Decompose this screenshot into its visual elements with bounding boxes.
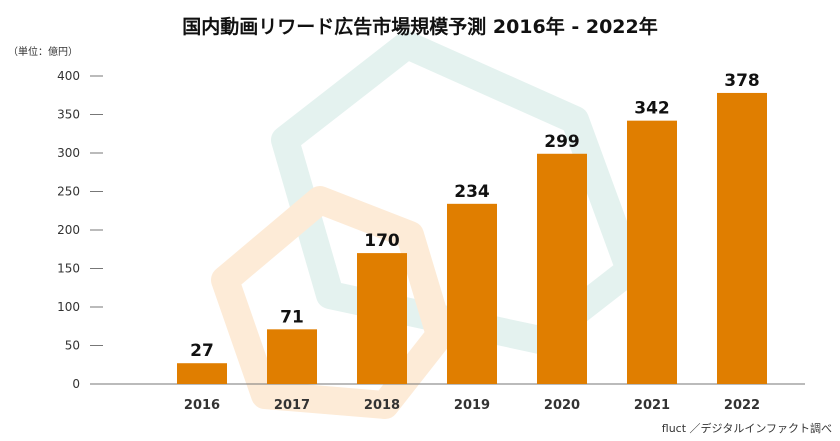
y-axis: 0 50 100 150 200 250 300 350 400 (57, 69, 103, 391)
data-label-2021: 342 (634, 99, 670, 119)
chart-title: 国内動画リワード広告市場規模予測 2016年 - 2022年 (182, 15, 658, 38)
y-tick-label: 250 (57, 185, 80, 199)
y-tick-label: 50 (65, 339, 80, 353)
data-label-2022: 378 (724, 71, 760, 91)
bar-2018 (357, 253, 407, 384)
x-tick-label-2018: 2018 (364, 398, 400, 413)
bar-2016 (177, 363, 227, 384)
x-tick-label-2016: 2016 (184, 398, 220, 413)
bar-2021 (627, 120, 677, 384)
y-tick-label: 400 (57, 69, 80, 83)
bar-2022 (717, 92, 767, 384)
y-tick-label: 100 (57, 300, 80, 314)
data-label-2020: 299 (544, 132, 580, 152)
x-tick-label-2019: 2019 (454, 398, 490, 413)
x-tick-label-2017: 2017 (274, 398, 310, 413)
y-tick-label: 150 (57, 262, 80, 276)
source-note: fluct ／デジタルインファクト調べ (662, 421, 832, 435)
bar-2020 (537, 153, 587, 384)
x-tick-label-2020: 2020 (544, 398, 580, 413)
y-tick-label: 300 (57, 146, 80, 160)
x-tick-label-2021: 2021 (634, 398, 670, 413)
data-label-2018: 170 (364, 231, 400, 251)
bar-2017 (267, 329, 317, 384)
watermark-hexagon-peach (211, 186, 454, 419)
x-tick-label-2022: 2022 (724, 398, 760, 413)
data-label-2017: 71 (280, 307, 304, 327)
bar-2019 (447, 203, 497, 384)
x-axis: 2016 2017 2018 2019 2020 2021 2022 (184, 398, 760, 413)
data-label-2019: 234 (454, 182, 490, 202)
unit-label: （単位：億円） (8, 45, 78, 58)
data-label-2016: 27 (190, 341, 214, 361)
y-tick-label: 0 (72, 377, 80, 391)
y-tick-label: 200 (57, 223, 80, 237)
bars: 27 71 170 234 299 342 378 (177, 71, 767, 384)
y-tick-label: 350 (57, 108, 80, 122)
